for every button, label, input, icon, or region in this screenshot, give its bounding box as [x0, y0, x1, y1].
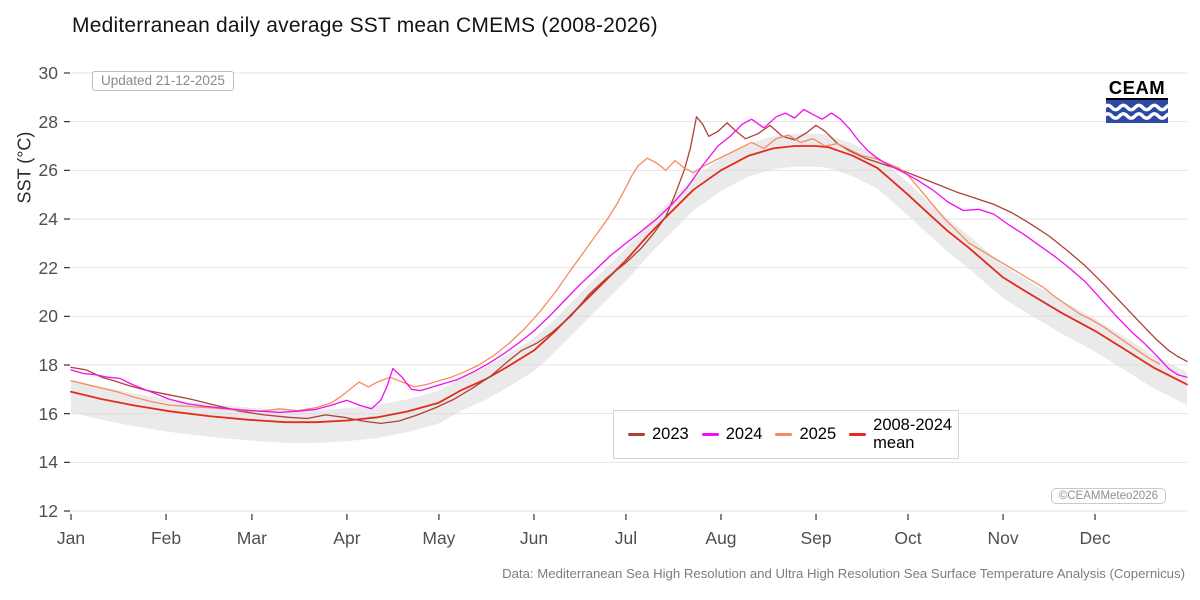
series-line-2025 — [70, 134, 1161, 412]
legend-key-line — [775, 432, 793, 437]
x-tick-label: Oct — [894, 528, 922, 548]
x-tick-label: Apr — [333, 528, 361, 548]
legend-key-line — [849, 432, 867, 437]
y-tick-label: 16 — [38, 403, 58, 424]
y-tick-label: 12 — [38, 501, 58, 521]
x-tick-label: Jul — [614, 528, 638, 548]
legend-label: 2023 — [652, 424, 689, 443]
x-tick-label: Sep — [800, 528, 832, 548]
legend-key-line — [701, 432, 719, 437]
legend-item-2008-2024-mean: 2008-2024 mean — [849, 417, 963, 452]
x-tick-label: Jun — [519, 528, 549, 548]
x-tick-label: Nov — [987, 528, 1019, 548]
y-tick-label: 18 — [38, 355, 58, 375]
mean-spread-band — [71, 133, 1187, 443]
updated-badge: Updated 21-12-2025 — [92, 71, 234, 91]
series-line-2024 — [70, 108, 1188, 414]
ceam-logo-text: CEAM — [1106, 78, 1168, 100]
y-tick-label: 30 — [38, 63, 58, 83]
x-tick-label: Mar — [236, 528, 267, 548]
legend-item-2023: 2023 — [628, 424, 689, 443]
x-tick-label: Aug — [705, 528, 737, 548]
legend-item-2024: 2024 — [701, 424, 763, 443]
x-tick-label: Dec — [1079, 528, 1111, 548]
legend-key-line — [628, 432, 645, 437]
y-tick-label: 20 — [38, 306, 58, 327]
legend-label: 2024 — [725, 424, 763, 443]
series-line-2023 — [70, 116, 1188, 425]
series-line-2008-2024-mean — [70, 145, 1188, 424]
y-tick-label: 24 — [38, 209, 58, 229]
copyright-badge: ©CEAMMeteo2026 — [1050, 488, 1166, 504]
x-tick-label: May — [422, 528, 456, 548]
ceam-wave-icon — [1102, 99, 1183, 123]
y-tick-label: 14 — [38, 452, 58, 473]
page-title: Mediterranean daily average SST mean CME… — [72, 14, 658, 37]
ceam-logo: CEAM — [1102, 78, 1183, 128]
x-tick-label: Jan — [56, 528, 86, 548]
legend-item-2025: 2025 — [775, 424, 837, 443]
y-tick-label: 22 — [38, 257, 58, 278]
x-tick-label: Feb — [150, 528, 182, 548]
y-tick-label: 28 — [38, 111, 58, 132]
data-source-caption: Data: Mediterranean Sea High Resolution … — [502, 566, 1185, 581]
legend-label: 2008-2024 mean — [873, 416, 953, 452]
legend: 2023 2024 2025 2008-2024 mean — [613, 410, 959, 459]
legend-label: 2025 — [799, 424, 837, 443]
y-tick-label: 26 — [38, 160, 58, 181]
